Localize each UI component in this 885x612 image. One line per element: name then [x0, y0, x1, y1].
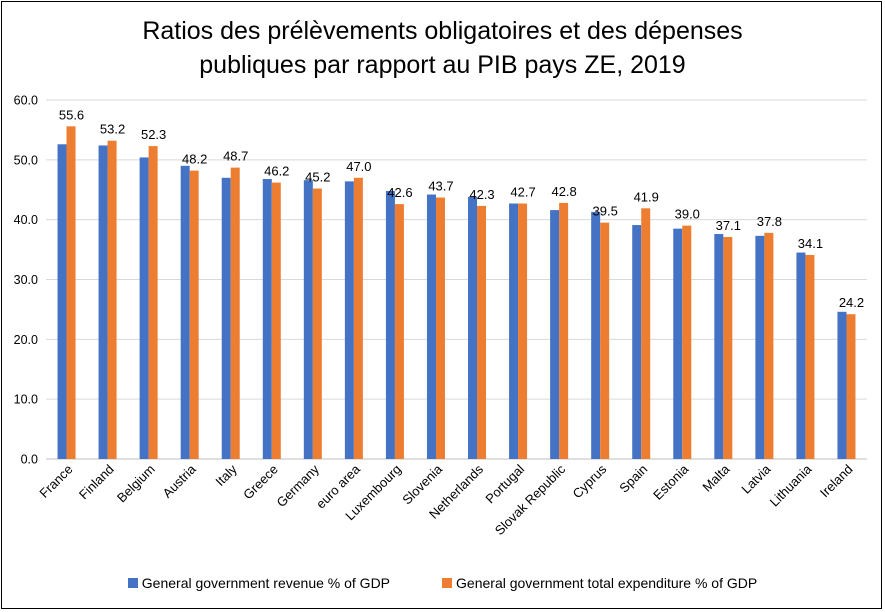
data-label: 42.7	[510, 185, 535, 200]
bar-expenditure	[148, 146, 158, 460]
bar-revenue	[180, 165, 190, 460]
bar-expenditure	[641, 208, 651, 459]
x-tick-label: Ireland	[817, 462, 856, 501]
x-tick-label: Finland	[76, 462, 117, 503]
data-label: 42.8	[551, 184, 576, 199]
legend-label-expenditure: General government total expenditure % o…	[456, 575, 758, 591]
bar-revenue	[139, 157, 149, 459]
x-tick-label: France	[36, 462, 75, 501]
bar-revenue	[591, 211, 601, 459]
bar-expenditure	[435, 197, 445, 460]
data-label: 53.2	[100, 122, 125, 137]
x-tick-label: Italy	[212, 461, 240, 489]
chart-title: Ratios des prélèvements obligatoires et …	[0, 14, 885, 82]
data-label: 24.2	[839, 295, 864, 310]
x-tick-label: Greece	[240, 462, 281, 503]
data-label: 42.6	[387, 185, 412, 200]
x-tick-label: Cyprus	[570, 461, 610, 501]
legend-swatch-revenue	[127, 578, 138, 588]
y-tick-label: 50.0	[14, 153, 38, 167]
legend-swatch-expenditure	[442, 578, 453, 588]
y-tick-label: 20.0	[14, 333, 38, 347]
bar-revenue	[303, 180, 313, 459]
bar-expenditure	[107, 140, 117, 460]
bar-revenue	[98, 145, 108, 459]
legend-item-revenue: General government revenue % of GDP	[127, 575, 391, 591]
bar-revenue	[426, 194, 436, 459]
bar-revenue	[714, 234, 724, 459]
data-label: 48.2	[182, 152, 207, 167]
chart-title-line-2: publiques par rapport au PIB pays ZE, 20…	[199, 51, 686, 79]
y-tick-label: 40.0	[14, 213, 38, 227]
bar-expenditure	[600, 222, 610, 459]
bar-revenue	[344, 181, 354, 459]
bar-expenditure	[271, 182, 281, 459]
bar-revenue	[755, 235, 765, 459]
data-label: 45.2	[305, 170, 330, 185]
bar-expenditure	[394, 204, 404, 459]
bar-revenue	[221, 177, 231, 460]
bar-expenditure	[559, 202, 569, 459]
data-label: 37.8	[757, 214, 782, 229]
bar-expenditure	[846, 314, 856, 459]
bar-revenue	[550, 210, 560, 459]
data-label: 47.0	[346, 159, 371, 174]
bar-revenue	[262, 178, 272, 460]
data-label: 48.7	[223, 149, 248, 164]
data-label: 46.2	[264, 164, 289, 179]
data-label: 41.9	[634, 189, 659, 204]
legend: General government revenue % of GDP Gene…	[0, 575, 885, 591]
data-label: 52.3	[141, 127, 166, 142]
bar-revenue	[57, 144, 67, 459]
bar-revenue	[796, 252, 806, 459]
x-tick-label: Lithuania	[767, 461, 815, 509]
y-tick-label: 60.0	[14, 94, 38, 108]
bar-expenditure	[477, 205, 487, 459]
x-tick-label: Spain	[616, 462, 650, 496]
bar-expenditure	[189, 170, 199, 459]
data-label: 43.7	[428, 179, 453, 194]
x-tick-label: Belgium	[114, 462, 158, 506]
data-label: 39.0	[675, 207, 700, 222]
bar-revenue	[509, 203, 519, 459]
bar-expenditure	[66, 126, 76, 460]
data-label: 39.5	[593, 204, 618, 219]
legend-item-expenditure: General government total expenditure % o…	[442, 575, 757, 591]
bar-expenditure	[764, 232, 774, 459]
bar-expenditure	[682, 225, 692, 459]
chart-title-line-1: Ratios des prélèvements obligatoires et …	[142, 17, 743, 45]
y-tick-label: 10.0	[14, 393, 38, 407]
bar-expenditure	[353, 177, 363, 460]
data-label: 42.3	[469, 187, 494, 202]
bar-revenue	[837, 311, 847, 459]
x-tick-label: Slovak Republic	[492, 461, 569, 538]
bar-revenue	[468, 196, 478, 459]
y-tick-label: 30.0	[14, 273, 38, 287]
x-tick-label: Malta	[699, 461, 733, 495]
bar-expenditure	[230, 167, 240, 459]
x-tick-label: Austria	[160, 461, 200, 501]
bar-revenue	[632, 225, 642, 459]
y-tick-label: 0.0	[21, 453, 38, 467]
bar-expenditure	[805, 254, 815, 459]
data-label: 55.6	[59, 107, 84, 122]
bar-revenue	[385, 190, 395, 460]
bar-expenditure	[518, 203, 528, 459]
data-label: 37.1	[716, 218, 741, 233]
bar-revenue	[673, 228, 683, 459]
bar-expenditure	[312, 188, 322, 459]
data-label: 34.1	[798, 236, 823, 251]
x-tick-label: Estonia	[650, 461, 692, 503]
x-tick-label: Latvia	[738, 461, 774, 497]
legend-label-revenue: General government revenue % of GDP	[141, 575, 391, 591]
bar-expenditure	[723, 237, 733, 459]
